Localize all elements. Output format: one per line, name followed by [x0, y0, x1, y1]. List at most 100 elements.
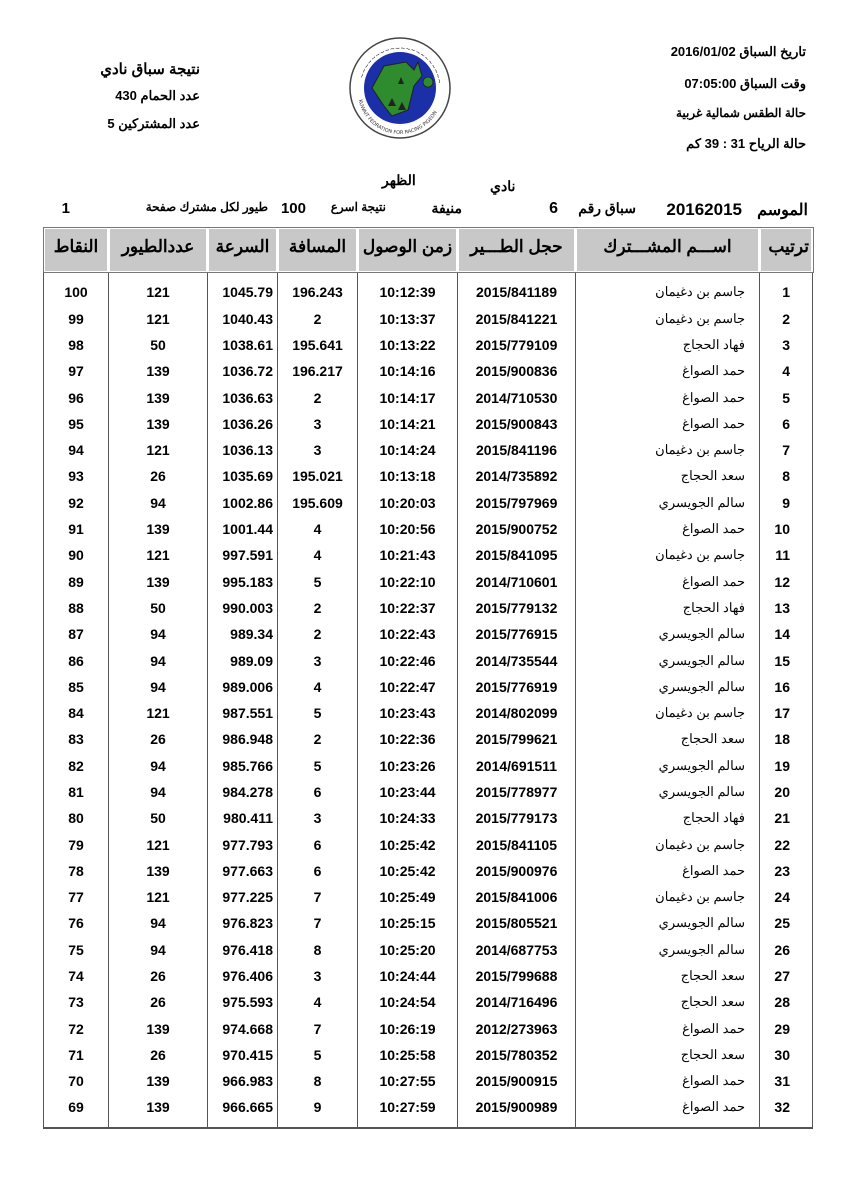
cell-birds: 26 [108, 1041, 208, 1069]
cell-birds: 94 [108, 778, 208, 806]
cell-birds: 94 [108, 752, 208, 779]
cell-arrival: 10:25:58 [357, 1041, 458, 1069]
cell-birds: 139 [108, 1094, 208, 1130]
cell-birds: 50 [108, 594, 208, 622]
cell-birds: 94 [108, 673, 208, 700]
cell-rank: 2 [759, 305, 813, 332]
cell-distance: 6 [277, 778, 358, 806]
cell-distance: 195.609 [277, 489, 358, 516]
cell-arrival: 10:25:42 [357, 857, 458, 885]
cell-ring: 2012/273963 [457, 1015, 576, 1042]
race-date: تاريخ السباق 2016/01/02 [670, 44, 806, 59]
cell-distance: 5 [277, 752, 358, 779]
cell-points: 77 [43, 884, 109, 911]
cell-name: جاسم بن دغيمان [575, 831, 760, 858]
cell-rank: 29 [759, 1015, 813, 1042]
cell-points: 70 [43, 1068, 109, 1095]
cell-points: 71 [43, 1041, 109, 1069]
cell-name: سالم الجويسري [575, 778, 760, 806]
cell-speed: 985.766 [207, 752, 278, 779]
cell-name: سعد الحجاج [575, 1041, 760, 1069]
cell-arrival: 10:20:03 [357, 489, 458, 516]
header-speed: السرعة [206, 226, 279, 273]
cell-speed: 1036.63 [207, 384, 278, 411]
table-row: 1 جاسم بن دغيمان 2015/841189 10:12:39 196.24… [43, 271, 813, 306]
cell-birds: 121 [108, 542, 208, 569]
table-row: 24 جاسم بن دغيمان 2015/841006 10:25:49 7 977.… [43, 884, 813, 911]
cell-ring: 2014/687753 [457, 936, 576, 963]
cell-ring: 2015/776919 [457, 673, 576, 700]
cell-rank: 9 [759, 489, 813, 516]
cell-birds: 94 [108, 910, 208, 937]
table-row: 28 سعد الحجاج 2014/716496 10:24:54 4 975.593 2… [43, 989, 813, 1016]
table-row: 23 حمد الصواغ 2015/900976 10:25:42 6 977.663 1… [43, 857, 813, 885]
cell-rank: 4 [759, 358, 813, 385]
cell-distance: 196.217 [277, 358, 358, 385]
cell-speed: 1036.13 [207, 436, 278, 464]
cell-distance: 3 [277, 962, 358, 990]
cell-name: جاسم بن دغيمان [575, 699, 760, 727]
cell-ring: 2015/900915 [457, 1068, 576, 1095]
cell-rank: 28 [759, 989, 813, 1016]
cell-ring: 2015/799621 [457, 726, 576, 753]
cell-name: سعد الحجاج [575, 962, 760, 990]
cell-rank: 1 [759, 271, 813, 306]
cell-birds: 94 [108, 489, 208, 516]
table-row: 11 جاسم بن دغيمان 2015/841095 10:21:43 4 997.… [43, 542, 813, 569]
cell-rank: 7 [759, 436, 813, 464]
cell-name: سالم الجويسري [575, 752, 760, 779]
cell-name: سالم الجويسري [575, 673, 760, 700]
table-row: 29 حمد الصواغ 2012/273963 10:26:19 7 974.668 1… [43, 1015, 813, 1042]
race-time: وقت السباق 07:05:00 [684, 76, 806, 91]
cell-birds: 26 [108, 726, 208, 753]
cell-points: 85 [43, 673, 109, 700]
fastest-label: نتيجة اسرع [330, 200, 386, 214]
table-row: 30 سعد الحجاج 2015/780352 10:25:58 5 970.415 2… [43, 1041, 813, 1069]
cell-points: 92 [43, 489, 109, 516]
table-row: 2 جاسم بن دغيمان 2015/841221 10:13:37 2 1040.… [43, 305, 813, 332]
table-row: 21 فهاد الحجاج 2015/779173 10:24:33 3 980.411… [43, 805, 813, 832]
cell-speed: 987.551 [207, 699, 278, 727]
header-arrival: زمن الوصول [356, 226, 459, 273]
cell-name: سعد الحجاج [575, 726, 760, 753]
cell-arrival: 10:23:44 [357, 778, 458, 806]
cell-arrival: 10:24:54 [357, 989, 458, 1016]
cell-rank: 21 [759, 805, 813, 832]
table-row: 27 سعد الحجاج 2015/799688 10:24:44 3 976.406 2… [43, 962, 813, 990]
location: منيفة [431, 200, 462, 216]
cell-speed: 1002.86 [207, 489, 278, 516]
cell-rank: 12 [759, 568, 813, 595]
cell-distance: 2 [277, 621, 358, 648]
cell-name: حمد الصواغ [575, 384, 760, 411]
cell-arrival: 10:22:46 [357, 647, 458, 674]
table-row: 9 سالم الجويسري 2015/797969 10:20:03 195.609… [43, 489, 813, 516]
cell-arrival: 10:13:18 [357, 463, 458, 490]
cell-birds: 139 [108, 1015, 208, 1042]
cell-arrival: 10:25:49 [357, 884, 458, 911]
cell-name: حمد الصواغ [575, 1094, 760, 1130]
table-row: 31 حمد الصواغ 2015/900915 10:27:55 8 966.983 1… [43, 1068, 813, 1095]
cell-name: سالم الجويسري [575, 647, 760, 674]
cell-points: 91 [43, 515, 109, 543]
cell-arrival: 10:13:37 [357, 305, 458, 332]
cell-distance: 8 [277, 1068, 358, 1095]
cell-points: 99 [43, 305, 109, 332]
cell-name: حمد الصواغ [575, 857, 760, 885]
cell-ring: 2015/778977 [457, 778, 576, 806]
cell-speed: 1001.44 [207, 515, 278, 543]
cell-ring: 2015/900836 [457, 358, 576, 385]
cell-ring: 2014/716496 [457, 989, 576, 1016]
cell-ring: 2015/841221 [457, 305, 576, 332]
cell-name: سالم الجويسري [575, 910, 760, 937]
cell-birds: 50 [108, 805, 208, 832]
table-row: 12 حمد الصواغ 2014/710601 10:22:10 5 995.183 1… [43, 568, 813, 595]
cell-arrival: 10:12:39 [357, 271, 458, 306]
cell-rank: 14 [759, 621, 813, 648]
cell-ring: 2015/799688 [457, 962, 576, 990]
table-row: 25 سالم الجويسري 2015/805521 10:25:15 7 976.8… [43, 910, 813, 937]
cell-speed: 977.793 [207, 831, 278, 858]
cell-distance: 3 [277, 410, 358, 437]
cell-ring: 2014/710601 [457, 568, 576, 595]
cell-points: 83 [43, 726, 109, 753]
cell-name: سعد الحجاج [575, 989, 760, 1016]
